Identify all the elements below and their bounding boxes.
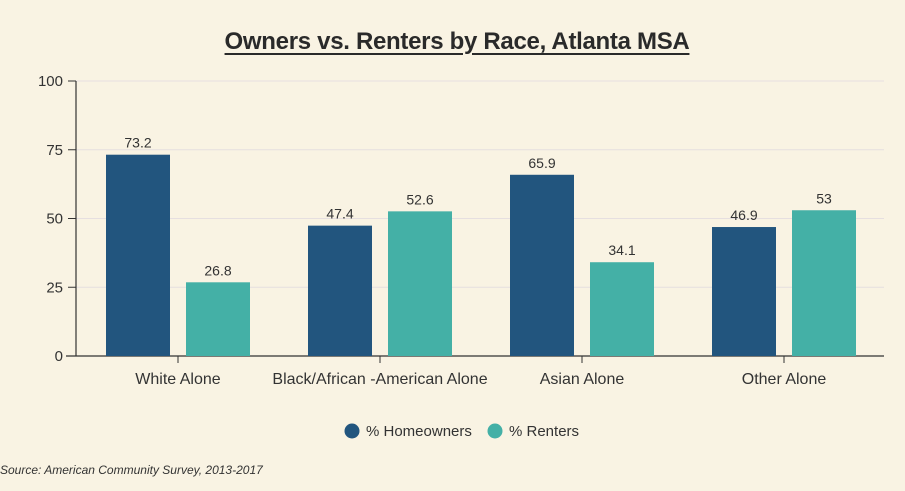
x-category-label: Other Alone bbox=[742, 371, 827, 388]
renters-value-label: 52.6 bbox=[406, 191, 433, 207]
y-tick-label: 75 bbox=[46, 142, 63, 159]
legend: % Homeowners % Renters bbox=[344, 423, 579, 440]
x-category-label: Asian Alone bbox=[540, 371, 625, 388]
data-labels: 73.2 26.8 47.4 52.6 65.9 34.1 46.9 53 bbox=[124, 135, 832, 279]
homeowners-bar bbox=[308, 225, 372, 356]
bars bbox=[106, 154, 856, 356]
homeowners-value-label: 65.9 bbox=[528, 155, 555, 171]
legend-homeowners-marker bbox=[344, 423, 360, 439]
homeowners-value-label: 73.2 bbox=[124, 135, 151, 151]
renters-value-label: 34.1 bbox=[608, 242, 635, 258]
legend-homeowners-label: % Homeowners bbox=[366, 423, 472, 440]
renters-bar bbox=[792, 210, 856, 356]
y-tick-label: 100 bbox=[38, 73, 63, 90]
chart-title: Owners vs. Renters by Race, Atlanta MSA bbox=[224, 28, 690, 55]
renters-value-label: 26.8 bbox=[204, 262, 231, 278]
homeowners-value-label: 47.4 bbox=[326, 206, 353, 222]
x-category-label: White Alone bbox=[135, 371, 220, 388]
legend-renters-label: % Renters bbox=[509, 423, 579, 440]
y-tick-label: 0 bbox=[55, 348, 63, 365]
y-tick-label: 50 bbox=[46, 211, 63, 228]
homeowners-value-label: 46.9 bbox=[730, 207, 757, 223]
homeowners-bar bbox=[712, 227, 776, 356]
homeowners-bar bbox=[106, 154, 170, 356]
y-tick-label: 25 bbox=[46, 279, 63, 296]
renters-bar bbox=[590, 262, 654, 356]
renters-bar bbox=[186, 282, 250, 356]
legend-renters-marker bbox=[487, 423, 503, 439]
renters-bar bbox=[388, 211, 452, 356]
renters-value-label: 53 bbox=[816, 190, 832, 206]
homeowners-bar bbox=[510, 174, 574, 356]
x-category-label: Black/African -American Alone bbox=[272, 371, 487, 388]
source-note: Source: American Community Survey, 2013-… bbox=[0, 463, 263, 477]
